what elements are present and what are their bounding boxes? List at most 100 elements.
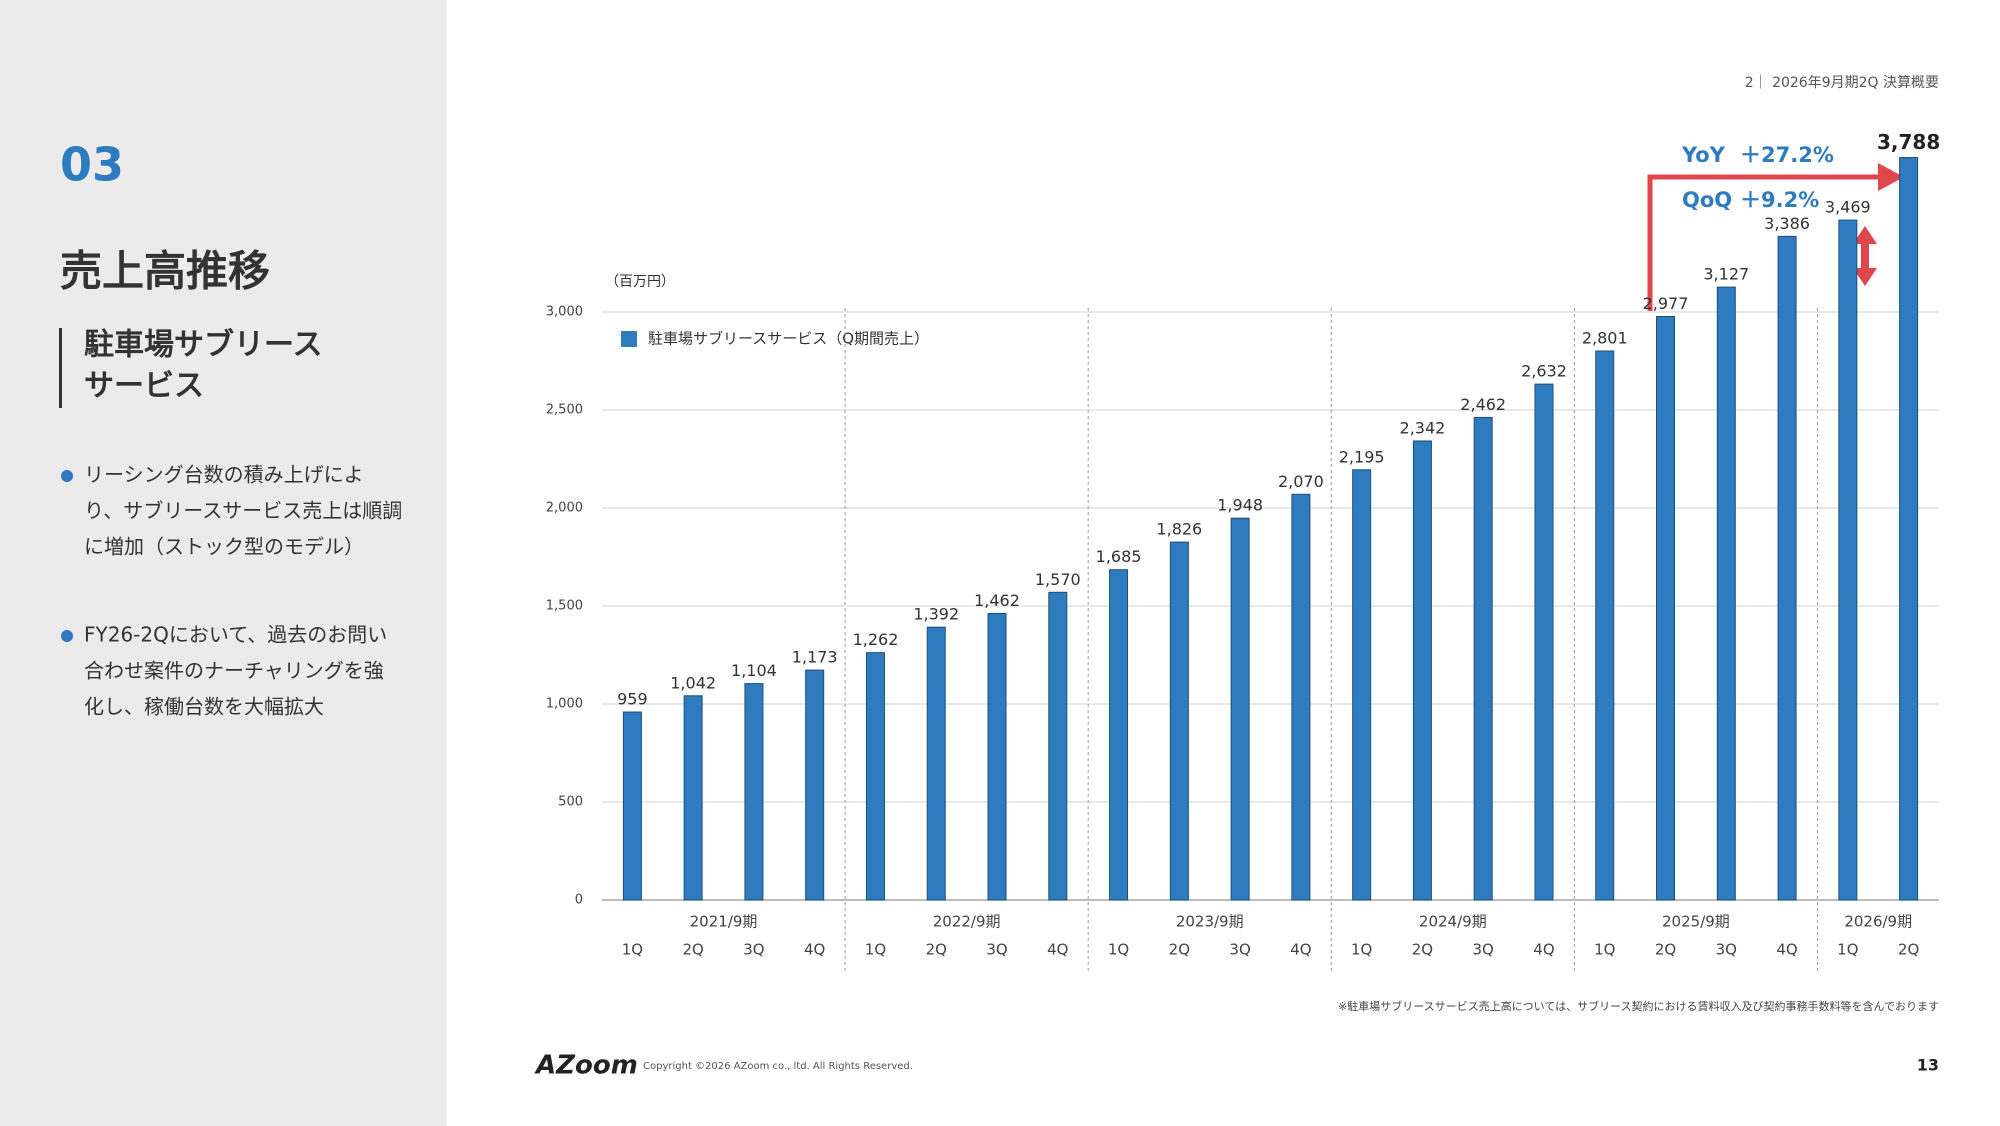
bar xyxy=(1534,383,1554,901)
legend-swatch xyxy=(621,331,637,347)
x-tick-label: 2Q xyxy=(1898,941,1919,959)
bar xyxy=(1777,235,1797,901)
bar xyxy=(1352,469,1372,901)
value-label: 1,042 xyxy=(670,673,716,692)
value-label: 1,392 xyxy=(913,605,959,624)
bullet-dot xyxy=(61,470,73,482)
value-label: 1,104 xyxy=(731,661,777,680)
y-tick-label: 1,500 xyxy=(546,599,583,614)
qoq-arrowheads xyxy=(1853,226,1877,286)
bullet-text: リーシング台数の積み上げによ xyxy=(84,463,364,487)
footnote: ※駐車場サブリースサービス売上高については、サブリース契約における賃料収入及び契… xyxy=(1338,999,1939,1013)
value-label: 1,685 xyxy=(1096,547,1142,566)
value-label: 1,462 xyxy=(974,591,1020,610)
value-label: 959 xyxy=(617,690,648,709)
y-tick-label: 2,000 xyxy=(546,501,583,516)
annotation-text: ＋9.2% xyxy=(1740,188,1819,212)
x-tick-label: 1Q xyxy=(1351,941,1372,959)
page-number: 13 xyxy=(1917,1056,1939,1075)
value-label: 3,788 xyxy=(1877,130,1940,154)
x-tick-label: 2Q xyxy=(1412,941,1433,959)
x-tick-label: 3Q xyxy=(1229,941,1250,959)
y-tick-label: 500 xyxy=(558,795,583,810)
bullet-text: り、サブリースサービス売上は順調 xyxy=(84,499,402,523)
bar xyxy=(1048,591,1068,901)
value-label: 2,070 xyxy=(1278,472,1324,491)
x-tick-label: 4Q xyxy=(1290,941,1311,959)
value-label: 2,632 xyxy=(1521,362,1567,381)
x-tick-label: 1Q xyxy=(1594,941,1615,959)
value-label: 3,127 xyxy=(1703,265,1749,284)
unit-label: （百万円） xyxy=(605,274,675,290)
legend-label: 駐車場サブリースサービス（Q期間売上） xyxy=(648,330,929,348)
value-label: 2,342 xyxy=(1400,418,1446,437)
group-label: 2022/9期 xyxy=(933,913,1001,931)
group-label: 2026/9期 xyxy=(1844,913,1912,931)
side-panel xyxy=(0,0,447,1126)
value-label: 2,462 xyxy=(1460,395,1506,414)
yoy-arrowhead xyxy=(1878,163,1904,191)
bar xyxy=(1899,157,1919,901)
title: 売上高推移 xyxy=(60,247,270,296)
bar xyxy=(805,669,825,901)
group-label: 2021/9期 xyxy=(690,913,758,931)
bullet-text: 合わせ案件のナーチャリングを強 xyxy=(84,659,384,683)
x-tick-label: 3Q xyxy=(1473,941,1494,959)
x-tick-label: 1Q xyxy=(865,941,886,959)
bar xyxy=(622,711,642,901)
group-label: 2024/9期 xyxy=(1419,913,1487,931)
bar xyxy=(1473,416,1493,901)
x-tick-label: 3Q xyxy=(986,941,1007,959)
x-tick-label: 2Q xyxy=(1655,941,1676,959)
bar xyxy=(1595,350,1615,901)
bar xyxy=(1109,569,1129,901)
x-tick-label: 1Q xyxy=(1837,941,1858,959)
y-tick-label: 2,500 xyxy=(546,403,583,418)
annotation-label: QoQ xyxy=(1682,188,1732,212)
x-tick-label: 1Q xyxy=(1108,941,1129,959)
group-label: 2025/9期 xyxy=(1662,913,1730,931)
x-tick-label: 2Q xyxy=(926,941,947,959)
x-tick-label: 4Q xyxy=(1533,941,1554,959)
bar xyxy=(1412,440,1432,901)
bullet-text: に増加（ストック型のモデル） xyxy=(84,535,364,559)
y-tick-label: 3,000 xyxy=(546,305,583,320)
subtitle-bar xyxy=(59,328,62,408)
annotation-label: YoY xyxy=(1681,143,1726,167)
value-label: 2,801 xyxy=(1582,329,1628,348)
value-label: 3,386 xyxy=(1764,214,1810,233)
bullet-text: 化し、稼働台数を大幅拡大 xyxy=(84,695,324,719)
bullet-dot xyxy=(61,630,73,642)
value-label: 2,977 xyxy=(1643,294,1689,313)
bar xyxy=(865,652,885,901)
y-tick-label: 1,000 xyxy=(546,697,583,712)
x-tick-label: 4Q xyxy=(1047,941,1068,959)
bar xyxy=(683,695,703,901)
bar xyxy=(1169,541,1189,901)
value-label: 1,826 xyxy=(1156,520,1202,539)
value-label: 1,948 xyxy=(1217,496,1263,515)
group-label: 2023/9期 xyxy=(1176,913,1244,931)
x-tick-label: 3Q xyxy=(743,941,764,959)
x-tick-label: 2Q xyxy=(1169,941,1190,959)
value-label: 2,195 xyxy=(1339,447,1385,466)
value-label: 1,570 xyxy=(1035,570,1081,589)
x-tick-label: 3Q xyxy=(1716,941,1737,959)
header: 2｜ 2026年9月期2Q 決算概要 xyxy=(1745,75,1939,91)
bar xyxy=(1291,493,1311,901)
bar xyxy=(1230,517,1250,901)
x-tick-label: 4Q xyxy=(804,941,825,959)
subtitle: サービス xyxy=(84,369,204,404)
bar xyxy=(1656,316,1676,901)
value-label: 1,173 xyxy=(792,648,838,667)
bar xyxy=(987,612,1007,901)
section-number: 03 xyxy=(60,138,124,192)
subtitle: 駐車場サブリース xyxy=(84,328,323,363)
yoy-arrow xyxy=(1647,174,1880,311)
bullet-text: FY26-2Qにおいて、過去のお問い xyxy=(84,623,387,647)
x-tick-label: 1Q xyxy=(622,941,643,959)
y-tick-label: 0 xyxy=(575,893,583,908)
x-tick-label: 2Q xyxy=(682,941,703,959)
value-label: 1,262 xyxy=(853,630,899,649)
